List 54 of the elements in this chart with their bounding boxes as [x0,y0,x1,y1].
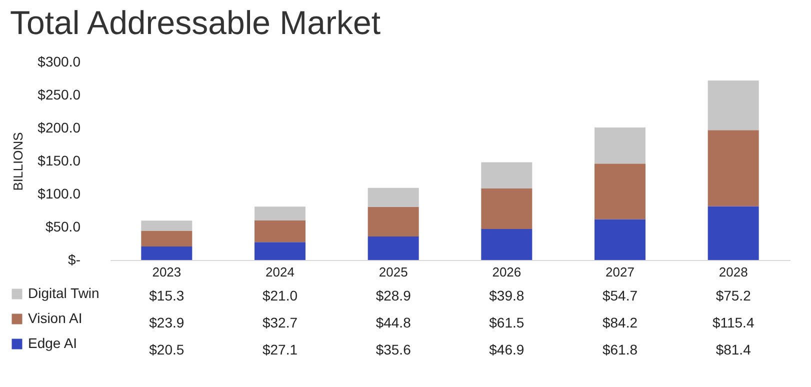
data-label: $23.9 [149,314,184,330]
bar [141,246,192,260]
data-label: $20.5 [149,342,184,358]
data-label: $61.8 [602,342,638,358]
data-label: $44.8 [376,314,412,330]
bar [141,220,192,231]
data-label: $27.1 [262,342,298,358]
y-tick-label: $300.0 [38,54,81,70]
bar [254,242,306,260]
x-tick-label: 2024 [266,264,294,280]
x-tick-label: 2026 [492,264,522,280]
legend-label: Edge AI [28,335,78,351]
x-tick-label: 2023 [152,264,182,280]
data-label: $35.6 [376,342,412,358]
bar [368,206,419,237]
data-label: $46.9 [489,342,524,358]
bar [368,188,419,207]
y-axis-title: BILLIONS [10,132,26,191]
bar [594,219,646,260]
bar [708,130,759,206]
bar [481,229,532,260]
legend-label: Digital Twin [28,285,100,301]
bar [481,162,532,188]
y-tick-label: $150.0 [38,152,81,168]
y-tick-label: $250.0 [38,86,81,102]
bar [481,188,532,230]
y-tick-label: $100.0 [38,186,81,202]
x-tick-label: 2028 [718,264,748,280]
y-tick-label: $50.0 [45,218,81,234]
data-label: $32.7 [262,314,298,330]
bar [708,80,759,130]
data-label: $81.4 [716,342,752,358]
data-label: $54.7 [602,288,638,304]
chart-title: Total Addressable Market [10,4,381,41]
data-label: $39.8 [489,288,524,304]
bar [594,128,646,164]
y-tick-label: $- [68,252,81,268]
bar [141,230,192,246]
bar [708,206,759,260]
bar [594,164,646,220]
data-label: $28.9 [376,288,412,304]
data-label: $21.0 [262,288,298,304]
bar [254,206,306,221]
bar [368,236,419,260]
bar [254,220,306,242]
data-label: $75.2 [716,288,752,304]
data-label: $61.5 [489,314,524,330]
data-label: $15.3 [149,288,184,304]
data-label: $84.2 [602,314,638,330]
legend-label: Vision AI [28,310,82,326]
x-tick-label: 2027 [606,264,634,280]
x-tick-label: 2025 [378,264,408,280]
data-label: $115.4 [712,314,754,330]
y-tick-label: $200.0 [38,120,81,136]
